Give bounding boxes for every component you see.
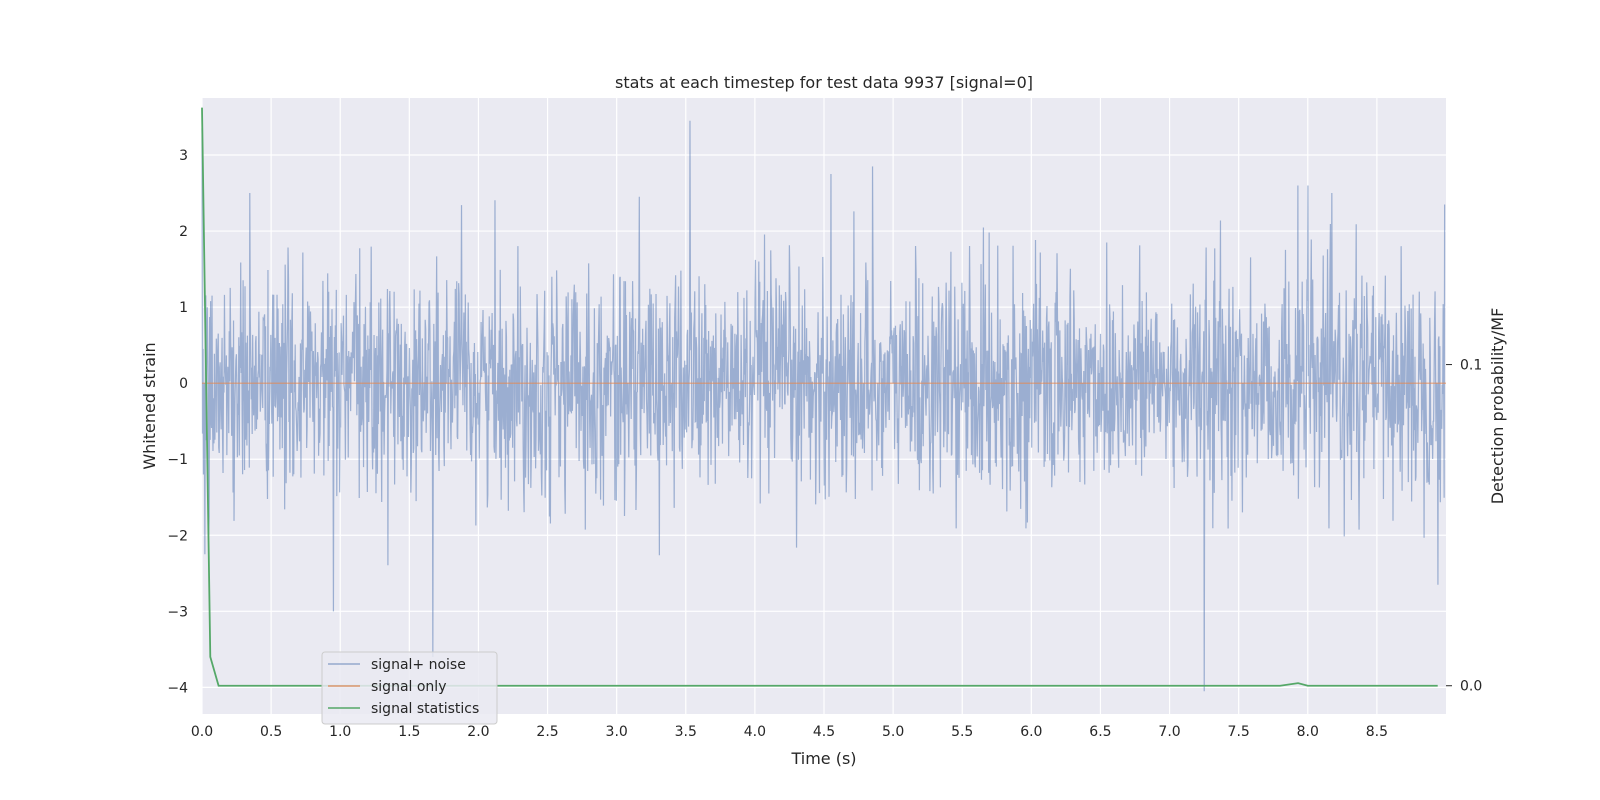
y-tick-label: −3 — [167, 604, 188, 620]
y-tick-label: −1 — [167, 452, 188, 468]
right-axis-label: Detection probability/MF — [1488, 308, 1507, 505]
legend-label-signal-noise: signal+ noise — [371, 657, 466, 673]
x-tick-label: 4.5 — [813, 724, 835, 740]
x-tick-label: 5.5 — [951, 724, 973, 740]
x-tick-label: 2.5 — [536, 724, 558, 740]
y-tick-label: −2 — [167, 528, 188, 544]
y-axis-label: Whitened strain — [140, 342, 159, 469]
x-tick-label: 7.5 — [1228, 724, 1250, 740]
x-tick-label: 3.5 — [675, 724, 697, 740]
y-tick-label: 2 — [179, 224, 188, 240]
right-tick-label: 0.0 — [1460, 679, 1482, 695]
legend: signal+ noise signal only signal statist… — [321, 651, 498, 725]
right-axis-ticks: 0.1 0.0 — [1446, 358, 1482, 695]
x-tick-label: 4.0 — [744, 724, 766, 740]
x-tick-label: 0.5 — [260, 724, 282, 740]
x-axis-ticks: 0.0 0.5 1.0 1.5 2.0 2.5 3.0 3.5 4.0 4.5 5.0 5.5 6.0 6… — [191, 724, 1388, 740]
x-tick-label: 6.5 — [1089, 724, 1111, 740]
x-tick-label: 6.0 — [1020, 724, 1042, 740]
x-tick-label: 8.0 — [1297, 724, 1319, 740]
x-tick-label: 1.0 — [329, 724, 351, 740]
right-tick-label: 0.1 — [1460, 358, 1482, 374]
x-tick-label: 7.0 — [1158, 724, 1180, 740]
legend-box — [321, 651, 498, 725]
y-tick-label: 0 — [179, 376, 188, 392]
x-tick-label: 3.0 — [606, 724, 628, 740]
y-axis-ticks: 3 2 1 0 −1 −2 −3 −4 — [167, 148, 188, 696]
signal-noise-line — [201, 120, 1446, 692]
signal-statistics-line — [201, 107, 1438, 687]
series-signal-noise — [201, 120, 1446, 692]
legend-label-signal-statistics: signal statistics — [371, 701, 479, 717]
y-tick-label: 1 — [179, 300, 188, 316]
x-tick-label: 8.5 — [1366, 724, 1388, 740]
x-tick-label: 5.0 — [882, 724, 904, 740]
series-signal-statistics — [201, 107, 1438, 687]
chart-title: stats at each timestep for test data 993… — [615, 73, 1033, 92]
y-tick-label: −4 — [167, 680, 188, 696]
x-axis-label: Time (s) — [790, 749, 856, 768]
y-tick-label: 3 — [179, 148, 188, 164]
x-tick-label: 2.0 — [467, 724, 489, 740]
legend-label-signal-only: signal only — [371, 679, 446, 695]
x-tick-label: 0.0 — [191, 724, 213, 740]
x-tick-label: 1.5 — [398, 724, 420, 740]
